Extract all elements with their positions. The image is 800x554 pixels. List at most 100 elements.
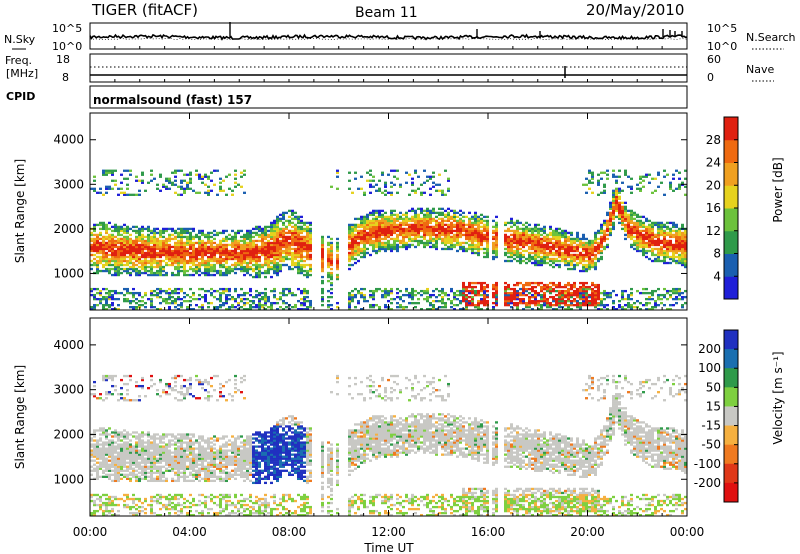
power-cell xyxy=(123,245,126,249)
power-cell xyxy=(108,293,111,297)
power-cell xyxy=(624,219,627,223)
power-cell xyxy=(177,297,180,301)
power-cell xyxy=(477,307,480,310)
power-cell xyxy=(630,213,633,217)
power-cell xyxy=(357,249,360,253)
power-cell xyxy=(303,247,306,251)
power-cell xyxy=(543,251,546,255)
power-cell xyxy=(474,219,477,223)
velocity-cell xyxy=(108,497,111,501)
power-cell xyxy=(222,301,225,305)
power-cell xyxy=(306,225,309,229)
power-cell xyxy=(468,301,471,305)
power-cell xyxy=(282,243,285,247)
power-cell xyxy=(297,231,300,235)
power-cell xyxy=(600,177,603,180)
power-cell xyxy=(93,223,96,227)
power-cell xyxy=(588,261,591,265)
power-cell xyxy=(429,241,432,245)
power-cell xyxy=(105,243,108,247)
power-cell xyxy=(246,265,249,269)
power-cell xyxy=(567,247,570,251)
power-cell xyxy=(492,285,495,289)
power-cell xyxy=(402,241,405,245)
power-cell xyxy=(249,261,252,265)
power-cell xyxy=(678,229,681,233)
power-cell xyxy=(309,227,312,231)
power-cell xyxy=(396,213,399,217)
power-cell xyxy=(363,245,366,249)
power-cell xyxy=(180,245,183,249)
power-cell xyxy=(441,217,444,221)
power-cell xyxy=(174,175,177,178)
power-cell xyxy=(291,229,294,233)
power-cell xyxy=(294,265,297,269)
power-cell xyxy=(303,299,306,303)
power-cell xyxy=(540,297,543,301)
velocity-cell xyxy=(105,463,108,466)
power-cell xyxy=(219,297,222,301)
power-cell xyxy=(441,299,444,303)
power-cell xyxy=(558,263,561,267)
power-cell xyxy=(669,239,672,243)
power-cell xyxy=(102,173,105,176)
power-cell xyxy=(288,291,291,295)
power-cell xyxy=(417,223,420,227)
power-cell xyxy=(120,227,123,231)
power-cell xyxy=(138,303,141,307)
power-cell xyxy=(384,183,387,186)
power-cell xyxy=(105,235,108,239)
power-cell xyxy=(504,233,507,237)
power-cell xyxy=(513,223,516,227)
power-cell xyxy=(264,233,267,237)
power-cell xyxy=(411,219,414,223)
power-cell xyxy=(648,223,651,227)
power-cell xyxy=(405,305,408,309)
power-cell xyxy=(534,227,537,231)
power-cell xyxy=(243,261,246,265)
power-cell xyxy=(135,257,138,261)
power-cell xyxy=(132,225,135,229)
power-cell xyxy=(117,259,120,263)
power-cell xyxy=(150,179,153,182)
power-cell xyxy=(117,255,120,259)
power-cell xyxy=(189,287,192,291)
power-cell xyxy=(480,231,483,235)
power-cell xyxy=(393,241,396,245)
power-cell xyxy=(432,227,435,231)
power-cell xyxy=(126,231,129,235)
velocity-cell xyxy=(105,435,108,438)
power-cell xyxy=(207,267,210,271)
power-cell xyxy=(393,209,396,213)
power-cell xyxy=(657,235,660,239)
power-cell xyxy=(504,287,507,291)
power-cell xyxy=(306,251,309,255)
power-cell xyxy=(519,233,522,237)
power-cell xyxy=(102,257,105,261)
power-cell xyxy=(468,229,471,233)
power-cell xyxy=(402,243,405,247)
power-cell xyxy=(423,289,426,293)
power-cell xyxy=(525,227,528,231)
power-cell xyxy=(657,221,660,225)
power-cell xyxy=(570,263,573,267)
power-cell xyxy=(567,297,570,301)
power-cell xyxy=(282,259,285,263)
power-cell xyxy=(309,305,312,309)
power-cell xyxy=(405,227,408,231)
power-cell xyxy=(630,219,633,223)
power-cell xyxy=(150,245,153,249)
power-cell xyxy=(123,253,126,257)
power-cell xyxy=(507,235,510,239)
power-cell xyxy=(180,301,183,305)
power-cell xyxy=(441,295,444,299)
power-cell xyxy=(189,303,192,307)
power-cell xyxy=(189,307,192,310)
power-cell xyxy=(108,263,111,267)
power-cell xyxy=(591,291,594,295)
power-cell xyxy=(543,249,546,253)
power-cell xyxy=(222,239,225,243)
power-cell xyxy=(429,239,432,243)
power-cell xyxy=(612,307,615,310)
power-cell xyxy=(174,171,177,174)
